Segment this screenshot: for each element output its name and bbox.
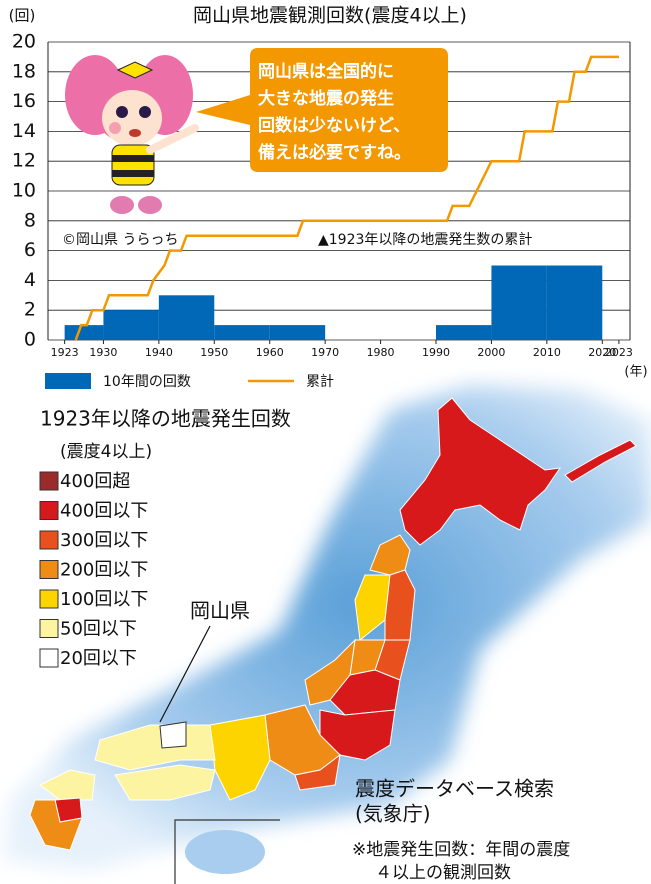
credit: ©岡山県 うらっち bbox=[62, 232, 178, 248]
legend-swatch bbox=[40, 620, 58, 638]
infographic: 岡山県地震観測回数(震度4以上) (回) (年) 0 2 4 6 8 10 12 14 16 18… bbox=[0, 0, 651, 884]
y-tick-label: 10 bbox=[12, 180, 36, 202]
y-tick-label: 6 bbox=[24, 239, 36, 261]
region bbox=[385, 570, 415, 640]
x-tick-label: 2023 bbox=[605, 346, 633, 359]
y-axis-label: (回) bbox=[9, 7, 36, 25]
map-legend: 400回超 400回以下 300回以下 200回以下 100回以下 50回以下 20回以下 bbox=[40, 471, 148, 669]
x-tick-label: 1990 bbox=[422, 346, 450, 359]
bar bbox=[270, 325, 325, 340]
legend-swatch bbox=[40, 531, 58, 549]
bubble-line: 岡山県は全国的に bbox=[258, 61, 394, 82]
bar bbox=[491, 266, 546, 341]
legend-label: 100回以下 bbox=[60, 589, 148, 610]
map-title: 1923年以降の地震発生回数 bbox=[40, 407, 291, 431]
legend-swatch bbox=[40, 649, 58, 667]
legend-swatch bbox=[45, 373, 91, 389]
chart: 岡山県地震観測回数(震度4以上) (回) (年) 0 2 4 6 8 10 12 14 16 18… bbox=[9, 5, 648, 391]
page: 岡山県地震観測回数(震度4以上) (回) (年) 0 2 4 6 8 10 12 14 16 18… bbox=[0, 0, 651, 884]
y-tick-label: 4 bbox=[24, 269, 36, 291]
source: (気象庁) bbox=[355, 802, 431, 826]
eye bbox=[139, 106, 151, 118]
x-tick-label: 1960 bbox=[256, 346, 284, 359]
x-tick-label: 1970 bbox=[311, 346, 339, 359]
y-tick-label: 14 bbox=[12, 120, 36, 142]
bar bbox=[65, 325, 104, 340]
pointer-label: 岡山県 bbox=[190, 599, 250, 623]
y-tick-label: 16 bbox=[12, 90, 36, 112]
map: 岡山県 1923年以降の地震発生回数 (震度4以上) 400回超 400回以下 30… bbox=[5, 385, 651, 884]
legend: 10年間の回数 累計 bbox=[45, 373, 334, 390]
bars bbox=[65, 266, 603, 341]
bubble-line: 大きな地震の発生 bbox=[258, 88, 394, 109]
legend-label: 400回以下 bbox=[60, 501, 148, 522]
annotation: ▲1923年以降の地震発生数の累計 bbox=[318, 232, 532, 248]
legend-label: 10年間の回数 bbox=[103, 374, 191, 390]
legend-swatch bbox=[40, 590, 58, 608]
legend-label: 20回以下 bbox=[60, 648, 137, 669]
note: ４以上の観測回数 bbox=[375, 863, 511, 883]
source: 震度データベース検索 bbox=[355, 777, 554, 801]
okayama bbox=[160, 722, 186, 748]
bar bbox=[547, 266, 602, 341]
shoe bbox=[110, 196, 134, 214]
x-axis-label: (年) bbox=[624, 365, 647, 380]
y-tick-label: 0 bbox=[24, 329, 36, 351]
bar bbox=[214, 325, 269, 340]
cheek bbox=[109, 122, 121, 134]
y-tick-label: 2 bbox=[24, 299, 36, 321]
map-subtitle: (震度4以上) bbox=[60, 442, 152, 462]
legend-label: 200回以下 bbox=[60, 560, 148, 581]
chart-title: 岡山県地震観測回数(震度4以上) bbox=[193, 5, 467, 27]
legend-label: 400回超 bbox=[60, 471, 130, 492]
shoe bbox=[138, 196, 162, 214]
legend-label: 50回以下 bbox=[60, 619, 137, 640]
bar bbox=[436, 325, 491, 340]
stripe bbox=[112, 170, 154, 177]
character bbox=[65, 55, 195, 214]
x-tick-label: 1930 bbox=[89, 346, 117, 359]
note: ※地震発生回数：年間の震度 bbox=[352, 840, 570, 860]
stripe bbox=[112, 155, 154, 162]
bubble-line: 備えは必要ですね。 bbox=[258, 142, 411, 163]
legend-swatch bbox=[40, 472, 58, 490]
x-tick-label: 1950 bbox=[200, 346, 228, 359]
x-tick-label: 1940 bbox=[145, 346, 173, 359]
face bbox=[102, 90, 162, 146]
bubble-line: 回数は少ないけど、 bbox=[258, 115, 410, 136]
inset-sea bbox=[185, 830, 265, 874]
x-tick-label: 1923 bbox=[51, 346, 79, 359]
legend-swatch bbox=[40, 502, 58, 520]
legend-swatch bbox=[40, 561, 58, 579]
x-tick-label: 2010 bbox=[533, 346, 561, 359]
legend-label: 300回以下 bbox=[60, 530, 148, 551]
x-tick-label: 2000 bbox=[477, 346, 505, 359]
x-tick-label: 1980 bbox=[367, 346, 395, 359]
y-tick-label: 18 bbox=[12, 60, 36, 82]
bar bbox=[159, 295, 214, 340]
y-tick-label: 8 bbox=[24, 209, 36, 231]
legend-label: 累計 bbox=[306, 374, 334, 390]
bar bbox=[103, 310, 158, 340]
mouth bbox=[129, 129, 141, 137]
y-tick-label: 20 bbox=[12, 31, 36, 53]
y-tick-label: 12 bbox=[12, 150, 36, 172]
eye bbox=[116, 106, 128, 118]
